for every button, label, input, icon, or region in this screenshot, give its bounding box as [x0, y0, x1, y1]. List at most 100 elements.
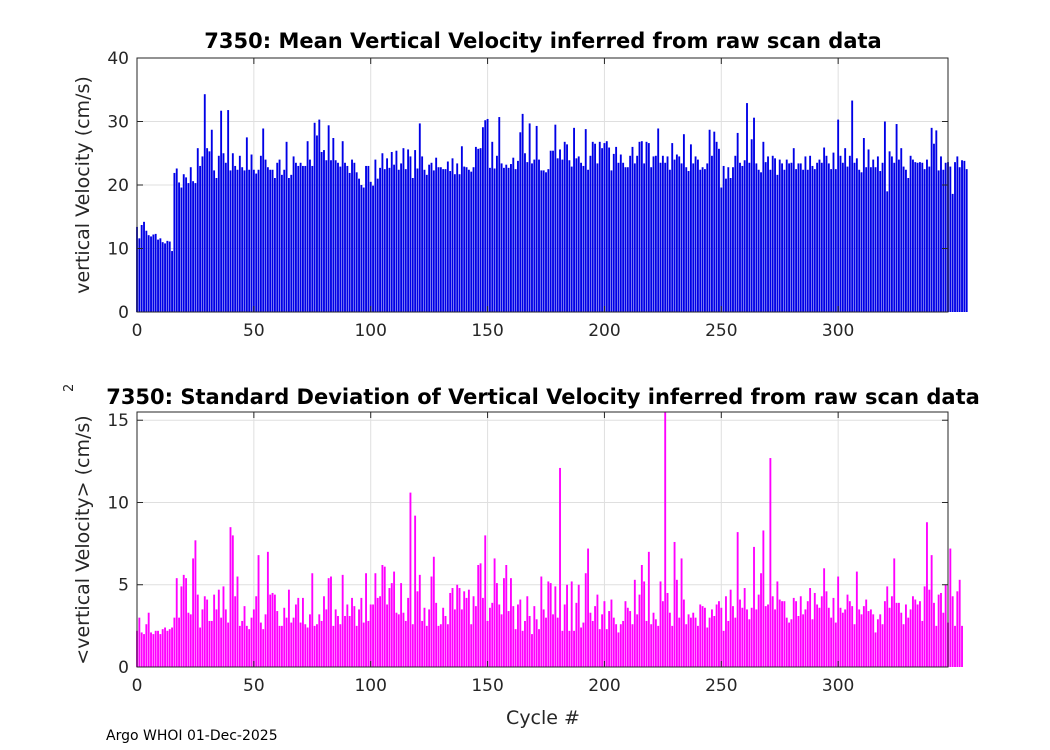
bar: [827, 163, 830, 312]
bar: [154, 630, 157, 667]
bar: [725, 178, 727, 312]
bar: [332, 138, 335, 312]
y-axis-label: <vertical Velocity> (cm/s): [72, 415, 94, 664]
bar: [306, 627, 309, 667]
bar: [764, 162, 767, 312]
bar: [304, 165, 307, 312]
bar: [458, 588, 461, 667]
bar: [439, 167, 442, 312]
bar: [154, 233, 157, 312]
bar: [844, 148, 847, 312]
bar: [348, 172, 351, 312]
bar: [678, 617, 681, 667]
bar: [732, 606, 734, 667]
bar: [147, 235, 150, 312]
bar: [495, 155, 498, 312]
bar: [241, 167, 244, 312]
bar: [610, 170, 613, 312]
bar: [746, 103, 748, 312]
bar: [367, 165, 370, 312]
bar: [512, 606, 515, 667]
bar: [231, 535, 234, 667]
bar: [152, 634, 155, 667]
bar: [311, 573, 314, 667]
bar: [339, 166, 342, 312]
bar: [869, 609, 872, 667]
bar: [916, 162, 919, 312]
bar: [227, 622, 230, 667]
bar: [402, 148, 405, 312]
bar: [675, 154, 678, 312]
bar: [505, 164, 508, 312]
bar: [760, 172, 762, 312]
bar: [762, 530, 765, 667]
bar: [640, 141, 643, 312]
bar: [748, 619, 751, 667]
bar: [900, 148, 903, 312]
bar: [488, 607, 491, 667]
bar: [234, 596, 237, 667]
bar: [510, 164, 512, 312]
bar: [470, 624, 473, 667]
bar: [533, 159, 536, 312]
bar: [432, 556, 435, 667]
bar: [407, 597, 410, 667]
bar: [631, 624, 634, 667]
bar: [855, 571, 858, 667]
bar: [250, 154, 253, 312]
bar: [928, 166, 931, 312]
bar: [912, 596, 914, 667]
bar: [944, 584, 947, 667]
bar: [834, 169, 837, 313]
bar: [526, 162, 529, 312]
bar: [446, 624, 449, 667]
bar: [895, 602, 898, 667]
bar: [855, 158, 858, 312]
bar: [189, 614, 192, 667]
bar: [379, 596, 381, 667]
bar: [547, 169, 550, 313]
bar: [841, 612, 844, 667]
bar: [484, 535, 487, 667]
bar: [753, 117, 755, 312]
bar: [243, 606, 246, 667]
bar: [159, 634, 162, 667]
bar: [185, 177, 188, 312]
bar: [460, 146, 463, 312]
bar: [245, 625, 248, 667]
bar: [559, 467, 561, 667]
bar: [252, 169, 255, 312]
bar: [795, 601, 798, 667]
bar: [598, 629, 601, 667]
bar: [687, 614, 690, 667]
bar: [379, 167, 381, 312]
bar: [245, 137, 248, 313]
bar: [809, 155, 812, 312]
bar: [166, 240, 169, 312]
bar: [907, 178, 910, 312]
bar: [358, 609, 360, 667]
bar: [750, 139, 753, 312]
bar: [294, 162, 297, 312]
bar: [524, 620, 526, 667]
bar: [259, 622, 262, 667]
bar: [949, 548, 952, 667]
bar: [741, 607, 744, 667]
bar: [173, 172, 176, 312]
bar: [650, 167, 653, 312]
bar: [778, 599, 781, 667]
bar: [519, 132, 522, 312]
bar: [400, 163, 403, 312]
x-tick-label: 0: [132, 321, 143, 341]
bar: [397, 169, 400, 312]
bar: [374, 159, 377, 312]
bar: [248, 169, 251, 312]
bar: [510, 578, 512, 667]
bar: [517, 604, 519, 667]
bar: [659, 162, 662, 312]
bar: [879, 614, 882, 667]
bar: [491, 602, 494, 667]
bar: [194, 540, 197, 667]
y-tick-label: 20: [107, 176, 129, 196]
bar: [568, 630, 571, 667]
